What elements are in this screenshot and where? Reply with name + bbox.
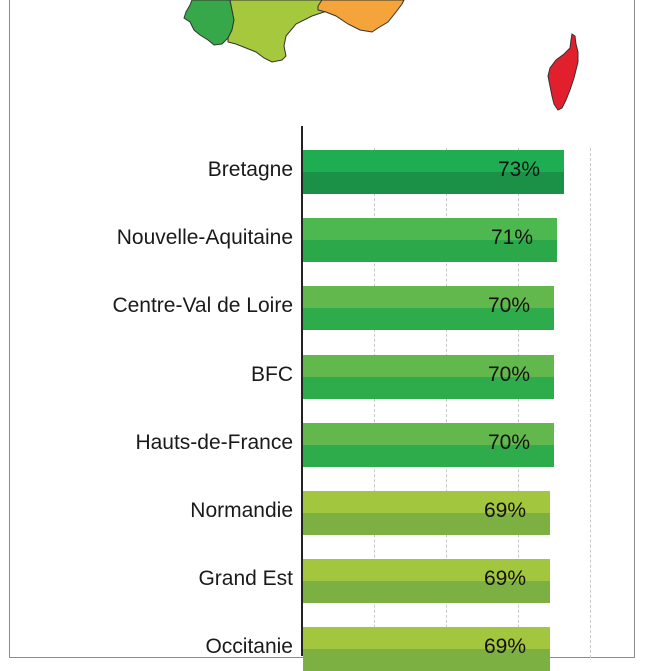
- bar-bottom-band: [303, 172, 564, 194]
- map-region-west: [183, 0, 235, 46]
- bar-top-band: [303, 150, 564, 172]
- bar-top-band: [303, 422, 554, 445]
- category-label: Normandie: [190, 499, 293, 522]
- value-label: 73%: [497, 158, 540, 181]
- bar-bottom-band: [303, 444, 554, 467]
- bar: [303, 150, 564, 194]
- value-label: 70%: [487, 362, 530, 386]
- bar: [303, 559, 550, 604]
- category-label: Grand Est: [198, 567, 293, 591]
- y-axis-line: [301, 126, 303, 656]
- gridline: [374, 148, 375, 658]
- category-label: BFC: [251, 362, 293, 386]
- category-label: Centre-Val de Loire: [112, 294, 293, 318]
- value-label: 69%: [483, 635, 526, 659]
- bar-row: Hauts-de-France 70%: [0, 422, 650, 467]
- bar-row: Normandie 69%: [0, 491, 650, 535]
- category-label: Nouvelle-Aquitaine: [116, 226, 293, 250]
- bar-row: Bretagne 73%: [0, 150, 650, 194]
- bar: [303, 354, 554, 399]
- map-region-corse: [547, 33, 579, 111]
- category-label: Hauts-de-France: [135, 430, 293, 454]
- bar-bottom-band: [303, 376, 554, 399]
- bar-top-band: [303, 286, 554, 309]
- bar-bottom-band: [303, 581, 550, 604]
- bar-bottom-band: [303, 308, 554, 331]
- bar: [303, 422, 554, 467]
- value-label: 70%: [487, 430, 530, 454]
- gridline: [446, 148, 447, 658]
- bar: [303, 286, 554, 331]
- value-label: 69%: [483, 499, 526, 522]
- value-label: 69%: [483, 567, 526, 591]
- bar-top-band: [303, 559, 550, 582]
- value-label: 70%: [487, 294, 530, 318]
- bar-row: BFC 70%: [0, 354, 650, 399]
- bar-top-band: [303, 491, 550, 513]
- bar-row: Grand Est 69%: [0, 559, 650, 604]
- bar-row: Centre-Val de Loire 70%: [0, 286, 650, 331]
- bar-row: Nouvelle-Aquitaine 71%: [0, 218, 650, 263]
- bar-top-band: [303, 218, 557, 241]
- bar-row: Occitanie 69%: [0, 627, 650, 671]
- gridline: [590, 148, 591, 658]
- bar-top-band: [303, 627, 550, 650]
- map-region-south-east: [317, 0, 405, 33]
- bar-bottom-band: [303, 240, 557, 263]
- bar: [303, 218, 557, 263]
- bar-bottom-band: [303, 513, 550, 535]
- bar-top-band: [303, 354, 554, 377]
- france-map: [183, 0, 579, 111]
- value-label: 71%: [490, 226, 533, 250]
- category-label: Bretagne: [207, 158, 293, 181]
- category-label: Occitanie: [205, 635, 293, 659]
- gridline: [518, 148, 519, 658]
- bar: [303, 491, 550, 535]
